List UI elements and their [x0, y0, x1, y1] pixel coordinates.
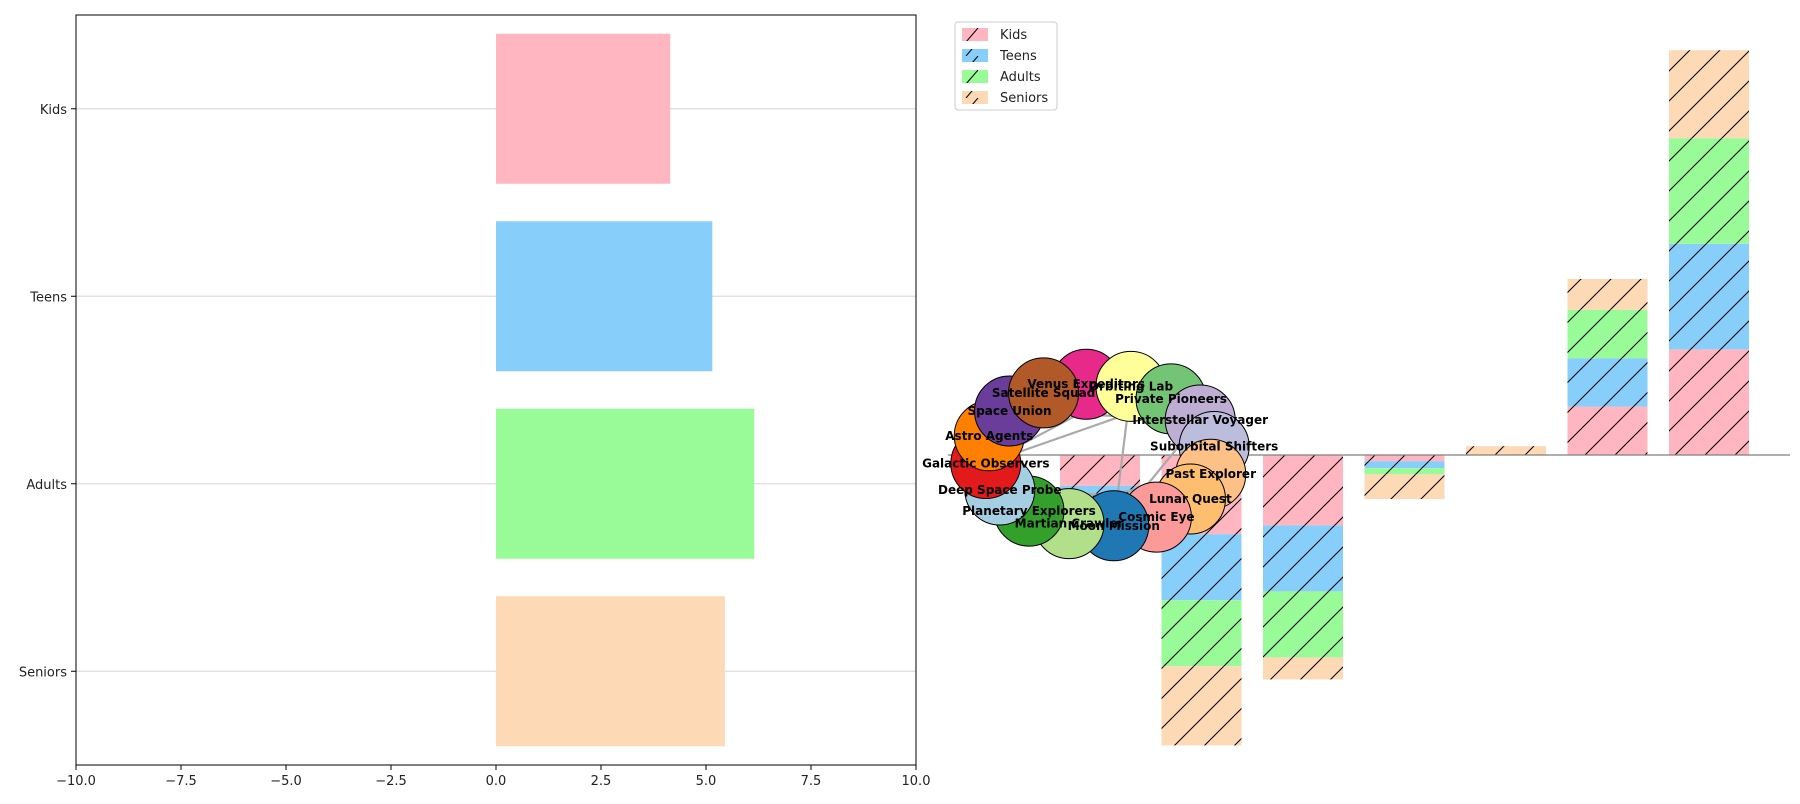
bar-hatch-adults — [1567, 309, 1648, 359]
bar-teens — [496, 221, 713, 372]
x-tick-label: −10.0 — [56, 774, 96, 789]
bar-hatch-kids — [1567, 406, 1648, 455]
network-node-label: Deep Space Probe — [938, 483, 1061, 497]
bar-hatch-seniors — [1466, 446, 1546, 455]
bar-hatch-seniors — [1364, 474, 1445, 499]
network-node-label: Suborbital Shifters — [1150, 439, 1278, 453]
x-tick-label: 2.5 — [591, 774, 612, 789]
bar-hatch-adults — [1161, 600, 1242, 667]
network-node-label: Galactic Observers — [922, 457, 1049, 471]
bar-hatch-teens — [1263, 525, 1343, 592]
y-gridlines — [76, 108, 916, 672]
stacked-bar-group — [1060, 50, 1749, 746]
legend-label-seniors: Seniors — [1000, 91, 1048, 106]
x-tick-label: 5.0 — [696, 774, 717, 789]
network-node-label: Lunar Quest — [1149, 492, 1232, 506]
x-tick-label: 7.5 — [801, 774, 822, 789]
legend: Kids Teens Adults Seniors — [954, 21, 1058, 111]
bar-hatch-adults — [1263, 591, 1343, 658]
bar-hatch-seniors — [1669, 50, 1749, 139]
y-axis: Kids Teens Adults Seniors — [19, 103, 76, 680]
x-axis: −10.0 −7.5 −5.0 −2.5 0.0 2.5 5.0 7.5 10.0 — [56, 765, 930, 789]
network-node-label: Moon Mission — [1068, 519, 1160, 533]
legend-label-teens: Teens — [999, 49, 1037, 64]
network-node-label: Venus Expeditors — [1027, 377, 1145, 391]
bar-hatch-kids — [1060, 455, 1140, 486]
legend-items: Kids Teens Adults Seniors — [962, 28, 1048, 106]
network-node-label: Interstellar Voyager — [1132, 413, 1268, 427]
network-node-label: Cosmic Eye — [1118, 510, 1194, 524]
y-tick-label: Teens — [29, 290, 67, 305]
bar-hatch-adults — [1669, 138, 1749, 244]
bar-seniors — [496, 596, 725, 747]
bar-hatch-teens — [1669, 243, 1749, 350]
bar-hatch-seniors — [1567, 279, 1648, 310]
bar-hatch-kids — [1263, 455, 1343, 526]
network-node-label: Past Explorer — [1166, 467, 1257, 481]
bar-hatch-kids — [1669, 349, 1749, 455]
network-nodes — [950, 348, 1250, 562]
legend-label-adults: Adults — [1000, 70, 1041, 85]
network-node-label: Satellite Squad — [992, 386, 1095, 400]
legend-hatch-kids — [962, 28, 988, 41]
legend-box — [954, 21, 1058, 111]
x-tick-label: −2.5 — [375, 774, 407, 789]
y-tick-label: Seniors — [19, 665, 67, 680]
bar-group — [496, 33, 755, 747]
legend-hatch-teens — [962, 49, 988, 62]
bar-adults — [496, 408, 755, 559]
bar-hatch-seniors — [1263, 657, 1343, 680]
network-node-label: Planetary Explorers — [962, 504, 1095, 518]
network-node-label: Martian Crawler — [1015, 517, 1124, 531]
bar-hatch-adults — [1364, 468, 1445, 475]
y-tick-label: Kids — [40, 103, 67, 118]
x-tick-label: −7.5 — [165, 774, 197, 789]
network-node-label: Space Union — [968, 404, 1052, 418]
bar-hatch-teens — [1567, 358, 1648, 407]
bar-hatch-seniors — [1161, 666, 1242, 746]
legend-label-kids: Kids — [1000, 28, 1027, 43]
network-node-label: Private Pioneers — [1115, 392, 1227, 406]
horizontal-bar-chart: Kids Teens Adults Seniors −10.0 −7.5 −5.0 −2.5… — [19, 14, 930, 789]
network-node-satellite-squad — [1008, 357, 1080, 429]
network-node-label: Orbiting Lab — [1089, 379, 1174, 393]
legend-hatch-adults — [962, 70, 988, 83]
bar-hatch-kids — [1364, 455, 1445, 462]
x-tick-label: 0.0 — [486, 774, 507, 789]
bar-kids — [496, 33, 671, 184]
y-tick-label: Adults — [26, 478, 67, 493]
network-node-label: Astro Agents — [945, 429, 1033, 443]
x-tick-label: −5.0 — [270, 774, 302, 789]
bar-hatch-teens — [1364, 461, 1445, 469]
x-tick-label: 10.0 — [902, 774, 931, 789]
legend-hatch-seniors — [962, 91, 988, 104]
